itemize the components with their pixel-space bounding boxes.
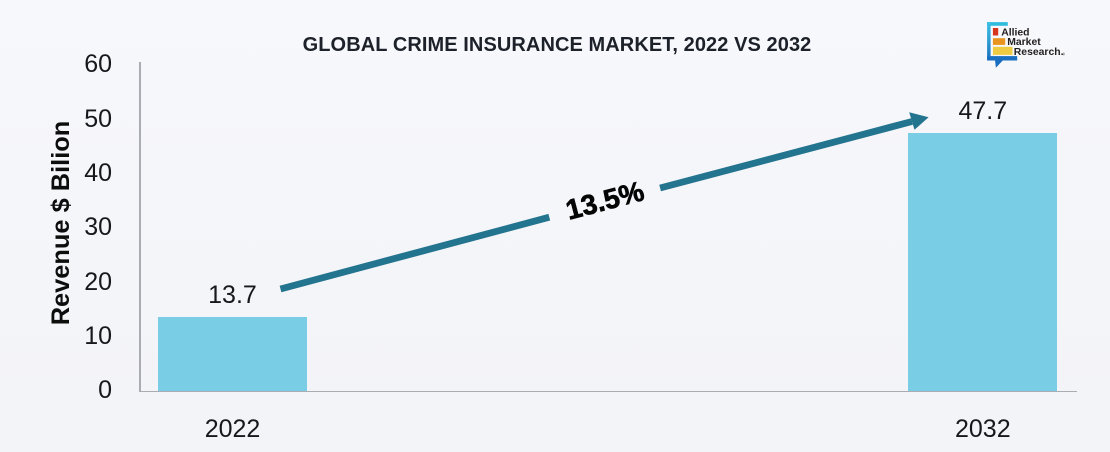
svg-text:Market: Market — [1007, 37, 1041, 48]
svg-text:Allied: Allied — [1001, 28, 1029, 39]
svg-text:®: ® — [1063, 53, 1066, 57]
svg-text:Research.: Research. — [1014, 47, 1064, 58]
